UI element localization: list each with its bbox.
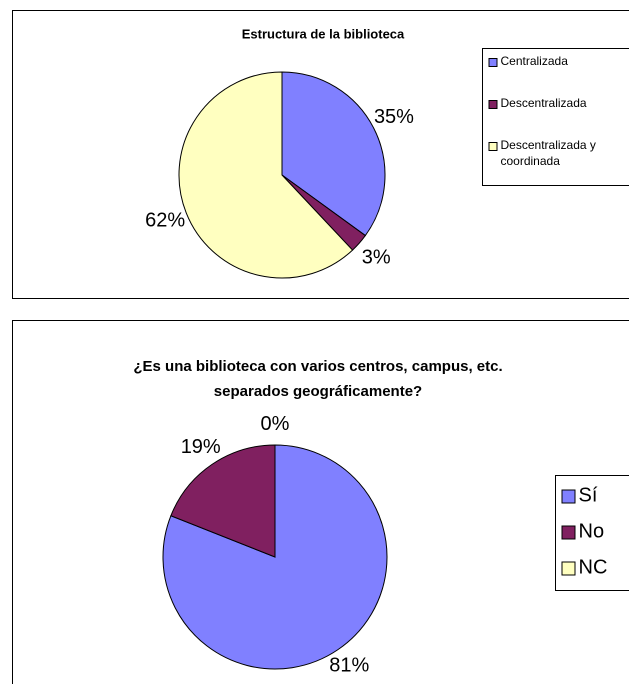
legend-swatch [488,58,498,67]
legend-swatch [561,489,576,504]
data-label: 62% [145,210,185,232]
legend-swatch [561,525,576,540]
pie-slice [178,71,354,279]
legend-swatch [488,142,498,151]
pie-slice [281,71,386,237]
legend-box [482,48,629,186]
legend-label: Centralizada [501,54,569,68]
data-label: 19% [181,436,221,458]
pie-slice [170,444,276,558]
data-label: 81% [329,655,369,677]
data-label: 3% [362,246,391,268]
data-label: 35% [374,106,414,128]
legend-label: NC [579,556,608,578]
chart-title: ¿Es una biblioteca con varios centros, c… [133,358,502,375]
legend-label: No [579,520,605,542]
legend-label: Descentralizada [501,96,587,110]
legend-swatch [561,561,576,576]
legend-swatch [488,100,498,109]
data-label: 0% [261,413,290,435]
legend-label: Descentralizada y coordinada [501,138,596,168]
chart-title: separados geográficamente? [214,383,422,400]
chart-title: Estructura de la biblioteca [242,26,405,41]
legend-label: Sí [579,484,598,506]
